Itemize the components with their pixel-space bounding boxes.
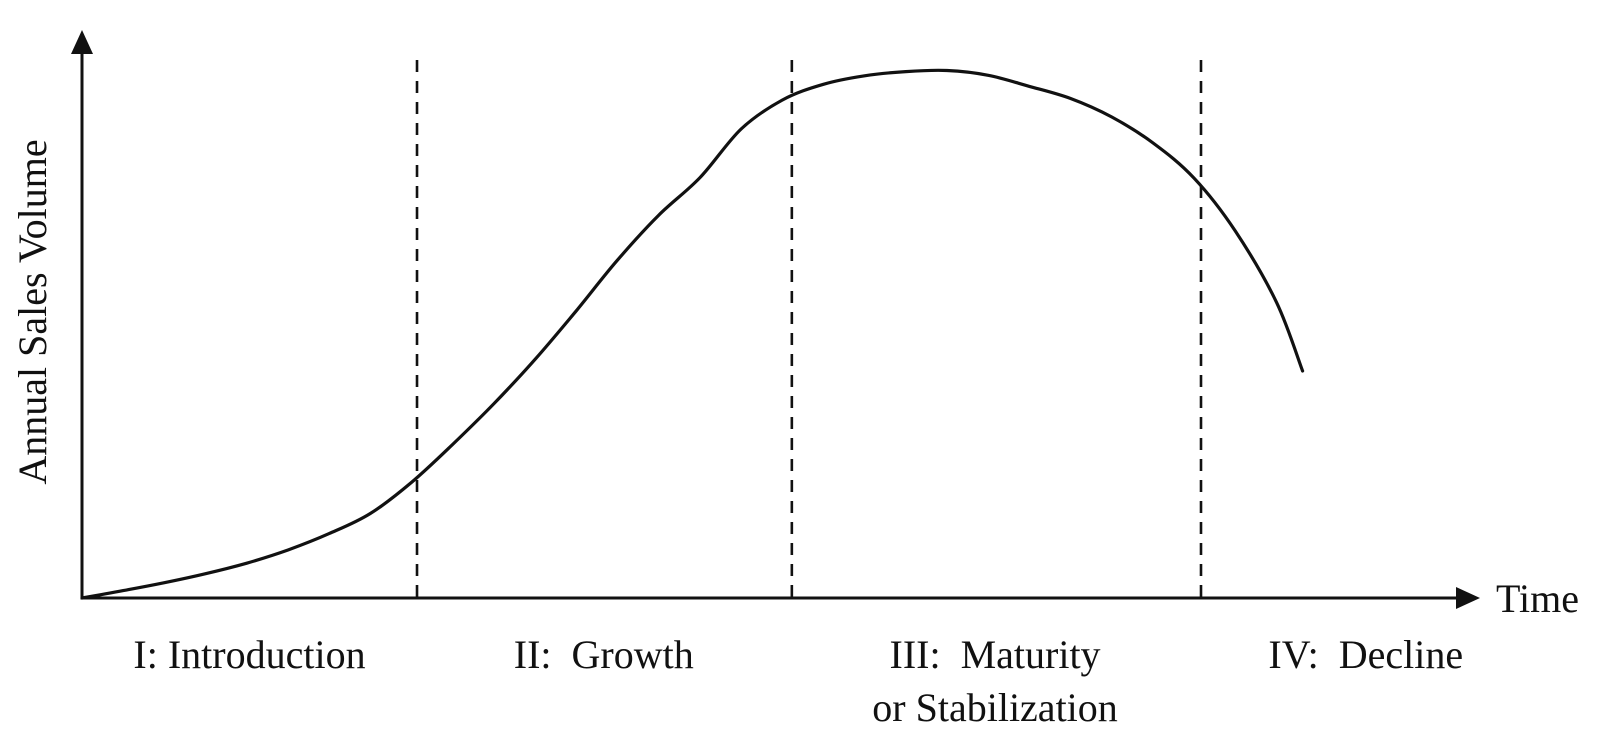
x-axis-label: Time	[1496, 576, 1579, 621]
stage-label-line: or Stabilization	[872, 685, 1118, 730]
stage-label-line: II: Growth	[514, 632, 694, 677]
stage-label: IV: Decline	[1268, 632, 1463, 677]
stage-label-line: IV: Decline	[1268, 632, 1463, 677]
stage-dividers	[415, 60, 1203, 598]
stage-label: II: Growth	[514, 632, 694, 677]
stage-label: I: Introduction	[133, 632, 365, 677]
sales-curve-group	[80, 68, 1305, 600]
y-axis-label: Annual Sales Volume	[10, 139, 55, 484]
stage-labels: I: Introduction II: Growth III: Maturity or…	[133, 632, 1463, 730]
stage-label: III: Maturity or Stabilization	[872, 632, 1118, 730]
y-axis-arrow-icon	[71, 30, 93, 54]
x-axis-arrow-icon	[1456, 587, 1480, 609]
stage-label-line: III: Maturity	[890, 632, 1101, 677]
stage-label-line: I: Introduction	[133, 632, 365, 677]
axes	[71, 30, 1480, 609]
sales-curve-line	[80, 68, 1305, 600]
